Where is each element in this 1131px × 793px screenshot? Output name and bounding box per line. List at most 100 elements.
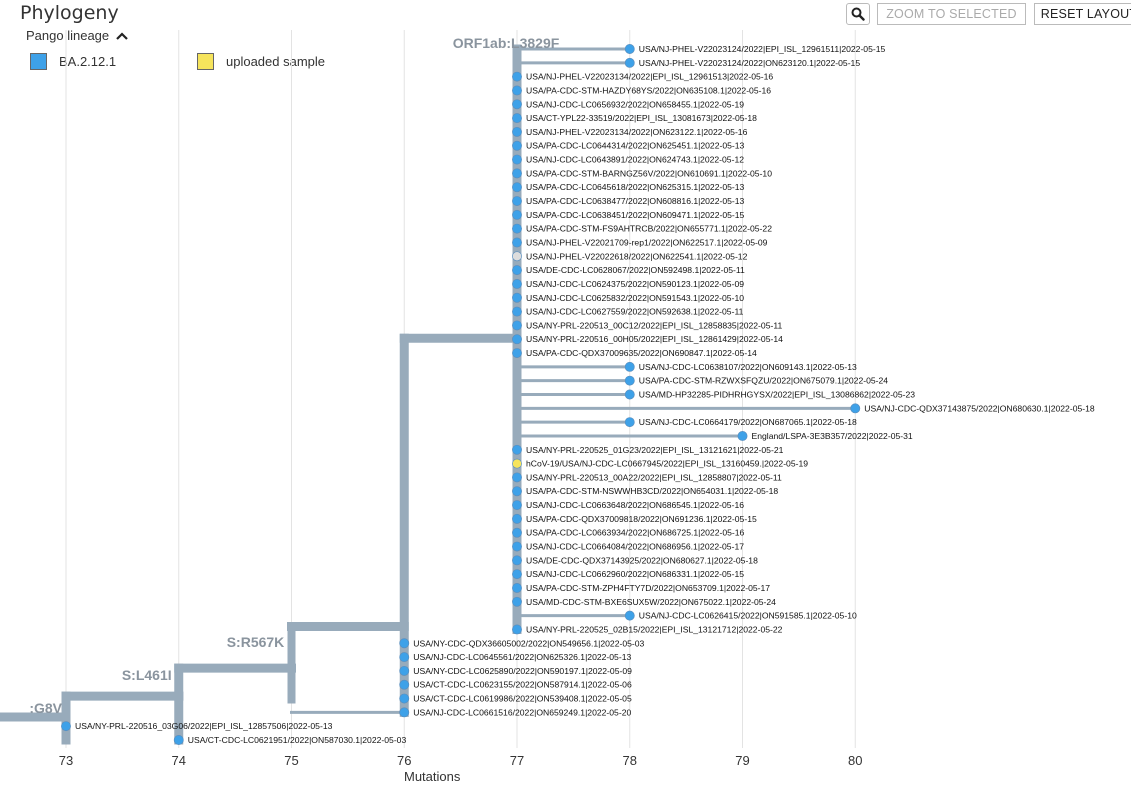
legend-item-lineage[interactable]: BA.2.12.1 (30, 53, 116, 70)
leaf-node[interactable] (512, 292, 522, 303)
legend-item-uploaded[interactable]: uploaded sample (197, 53, 325, 70)
leaf-node[interactable] (512, 85, 522, 96)
leaf-node[interactable] (399, 652, 410, 663)
leaf-node[interactable] (512, 196, 522, 206)
leaf-label[interactable]: USA/NJ-CDC-LC0663648/2022|ON686545.1|202… (526, 500, 744, 510)
leaf-node[interactable] (512, 334, 522, 345)
leaf-node[interactable] (512, 237, 522, 248)
leaf-node[interactable] (512, 486, 522, 497)
leaf-node[interactable] (399, 707, 410, 718)
leaf-node[interactable] (850, 403, 861, 414)
leaf-node[interactable] (512, 140, 522, 151)
leaf-label[interactable]: USA/NJ-CDC-LC0627559/2022|ON592638.1|202… (526, 307, 744, 317)
leaf-node[interactable] (512, 265, 522, 276)
leaf-label[interactable]: USA/NJ-CDC-LC0656932/2022|ON658455.1|202… (526, 99, 744, 109)
leaf-label[interactable]: USA/MD-CDC-STM-BXE6SUX5W/2022|ON675022.1… (526, 597, 776, 607)
leaf-label[interactable]: USA/PA-CDC-LC0645618/2022|ON625315.1|202… (526, 182, 745, 192)
leaf-node[interactable] (512, 320, 522, 331)
leaf-label[interactable]: USA/NJ-PHEL-V22021709-rep1/2022|ON622517… (526, 237, 768, 247)
leaf-node[interactable] (512, 458, 522, 469)
leaf-node[interactable] (512, 500, 522, 511)
leaf-node[interactable] (399, 679, 410, 690)
leaf-label[interactable]: USA/MD-HP32285-PIDHRHGYSX/2022|EPI_ISL_1… (639, 390, 916, 400)
leaf-node[interactable] (512, 168, 522, 179)
leaf-node[interactable] (512, 126, 522, 137)
leaf-node[interactable] (512, 541, 522, 552)
leaf-label[interactable]: USA/PA-CDC-STM-HAZDY68YS/2022|ON635108.1… (526, 85, 771, 95)
leaf-node[interactable] (624, 610, 635, 621)
leaf-node[interactable] (512, 113, 522, 124)
leaf-label[interactable]: USA/CT-CDC-LC0621951/2022|ON587030.1|202… (188, 735, 407, 745)
leaf-label[interactable]: USA/NJ-CDC-LC0638107/2022|ON609143.1|202… (639, 362, 857, 372)
zoom-button[interactable] (846, 3, 870, 25)
leaf-node[interactable] (512, 513, 522, 524)
leaf-node[interactable] (624, 44, 635, 54)
leaf-node[interactable] (512, 583, 522, 593)
leaf-label[interactable]: USA/PA-CDC-LC0663934/2022|ON686725.1|202… (526, 528, 745, 538)
leaf-label[interactable]: USA/PA-CDC-LC0644314/2022|ON625451.1|202… (526, 141, 745, 151)
leaf-label[interactable]: hCoV-19/USA/NJ-CDC-LC0667945/2022|EPI_IS… (526, 459, 808, 469)
leaf-label[interactable]: USA/NJ-CDC-LC0664084/2022|ON686956.1|202… (526, 542, 744, 552)
leaf-label[interactable]: USA/PA-CDC-LC0638451/2022|ON609471.1|202… (526, 210, 745, 220)
leaf-label[interactable]: USA/PA-CDC-QDX37009635/2022|ON690847.1|2… (526, 348, 757, 358)
leaf-label[interactable]: USA/PA-CDC-LC0638477/2022|ON608816.1|202… (526, 196, 745, 206)
leaf-node[interactable] (173, 735, 184, 745)
leaf-node[interactable] (512, 596, 522, 607)
leaf-node[interactable] (737, 431, 748, 441)
leaf-label[interactable]: USA/NJ-CDC-LC0664179/2022|ON687065.1|202… (639, 417, 857, 427)
leaf-label[interactable]: USA/CT-CDC-LC0623155/2022|ON587914.1|202… (413, 680, 632, 690)
leaf-label[interactable]: USA/PA-CDC-STM-ZPH4FTY7D/2022|ON653709.1… (526, 583, 770, 593)
leaf-node[interactable] (512, 251, 522, 262)
leaf-label[interactable]: USA/PA-CDC-STM-RZWXSFQZU/2022|ON675079.1… (639, 376, 889, 386)
leaf-node[interactable] (61, 721, 71, 732)
leaf-label[interactable]: USA/NJ-PHEL-V22022618/2022|ON622541.1|20… (526, 251, 748, 261)
leaf-node[interactable] (399, 638, 410, 649)
leaf-node[interactable] (512, 278, 522, 289)
leaf-node[interactable] (512, 99, 522, 110)
zoom-to-selected-button[interactable]: ZOOM TO SELECTED (877, 3, 1026, 25)
leaf-label[interactable]: USA/NJ-PHEL-V22023134/2022|EPI_ISL_12961… (526, 72, 773, 82)
leaf-node[interactable] (399, 665, 410, 676)
leaf-label[interactable]: England/LSPA-3E3B357/2022|2022-05-31 (752, 431, 913, 441)
leaf-label[interactable]: USA/NJ-CDC-LC0661516/2022|ON659249.1|202… (413, 707, 631, 717)
leaf-label[interactable]: USA/NY-PRL-220525_02B15/2022|EPI_ISL_131… (526, 624, 783, 634)
leaf-node[interactable] (512, 444, 522, 455)
leaf-node[interactable] (624, 361, 635, 372)
leaf-node[interactable] (512, 223, 522, 234)
leaf-label[interactable]: USA/NJ-PHEL-V22023124/2022|EPI_ISL_12961… (639, 44, 886, 54)
leaf-node[interactable] (512, 209, 522, 220)
leaf-node[interactable] (512, 472, 522, 483)
leaf-label[interactable]: USA/NJ-CDC-LC0643891/2022|ON624743.1|202… (526, 155, 744, 165)
leaf-label[interactable]: USA/NJ-CDC-LC0624375/2022|ON590123.1|202… (526, 279, 744, 289)
leaf-label[interactable]: USA/NJ-PHEL-V22023134/2022|ON623122.1|20… (526, 127, 748, 137)
leaf-label[interactable]: USA/NJ-CDC-LC0662960/2022|ON686331.1|202… (526, 569, 744, 579)
legend-toggle[interactable]: Pango lineage (26, 28, 129, 43)
leaf-node[interactable] (512, 348, 522, 358)
leaf-node[interactable] (399, 693, 410, 704)
leaf-label[interactable]: USA/NJ-CDC-LC0625832/2022|ON591543.1|202… (526, 293, 744, 303)
leaf-node[interactable] (512, 624, 522, 635)
leaf-label[interactable]: USA/NY-PRL-220525_01G23/2022|EPI_ISL_131… (526, 445, 784, 455)
leaf-label[interactable]: USA/NY-PRL-220513_00C12/2022|EPI_ISL_128… (526, 320, 782, 330)
leaf-node[interactable] (624, 375, 635, 386)
leaf-node[interactable] (512, 182, 522, 193)
leaf-label[interactable]: USA/NY-PRL-220513_00A22/2022|EPI_ISL_128… (526, 472, 782, 482)
leaf-label[interactable]: USA/PA-CDC-STM-FS9AHTRCB/2022|ON655771.1… (526, 224, 772, 234)
leaf-label[interactable]: USA/NY-PRL-220516_00H05/2022|EPI_ISL_128… (526, 334, 783, 344)
leaf-node[interactable] (512, 555, 522, 566)
leaf-label[interactable]: USA/NJ-PHEL-V22023124/2022|ON623120.1|20… (639, 58, 861, 68)
leaf-node[interactable] (624, 389, 635, 400)
leaf-node[interactable] (624, 417, 635, 428)
leaf-label[interactable]: USA/NY-PRL-220516_03G06/2022|EPI_ISL_128… (75, 721, 333, 731)
leaf-label[interactable]: USA/PA-CDC-STM-NSWWHB3CD/2022|ON654031.1… (526, 486, 778, 496)
leaf-node[interactable] (512, 306, 522, 317)
leaf-label[interactable]: USA/NY-CDC-LC0625890/2022|ON590197.1|202… (413, 666, 632, 676)
leaf-node[interactable] (624, 57, 635, 68)
leaf-label[interactable]: USA/NJ-CDC-LC0626415/2022|ON591585.1|202… (639, 611, 857, 621)
leaf-label[interactable]: USA/DE-CDC-LC0628067/2022|ON592498.1|202… (526, 265, 745, 275)
leaf-node[interactable] (512, 527, 522, 538)
leaf-label[interactable]: USA/NJ-CDC-QDX37143875/2022|ON680630.1|2… (864, 403, 1095, 413)
leaf-node[interactable] (512, 569, 522, 580)
leaf-label[interactable]: USA/CT-CDC-LC0619986/2022|ON539408.1|202… (413, 694, 632, 704)
